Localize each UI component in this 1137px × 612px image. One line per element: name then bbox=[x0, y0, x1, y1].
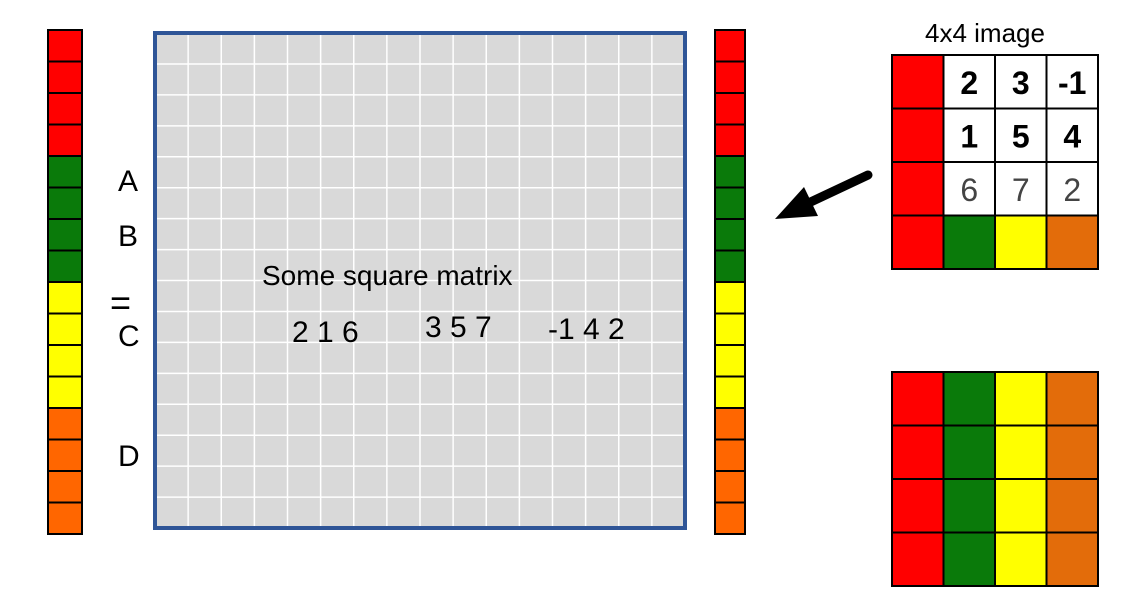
matrix-border bbox=[153, 31, 687, 530]
result-cell bbox=[1045, 478, 1099, 534]
label-equals: = bbox=[110, 282, 131, 323]
matrix-group-3: -1 4 2 bbox=[548, 313, 625, 346]
right-vector-cell-7 bbox=[714, 218, 746, 252]
image-cell bbox=[891, 107, 945, 163]
right-vector-cell-12 bbox=[714, 375, 746, 409]
image-value: 4 bbox=[1063, 118, 1081, 154]
result-color-grid bbox=[891, 371, 1099, 587]
left-vector-cell-9 bbox=[47, 281, 83, 315]
image-cell bbox=[891, 54, 945, 110]
result-cell bbox=[1045, 424, 1099, 480]
result-cell bbox=[1045, 371, 1099, 427]
left-vector-cell-6 bbox=[47, 186, 83, 220]
left-vector-cell-3 bbox=[47, 92, 83, 126]
square-matrix bbox=[153, 31, 687, 530]
right-vector-cell-1 bbox=[714, 29, 746, 63]
right-vector-cell-8 bbox=[714, 249, 746, 283]
left-vector-cell-4 bbox=[47, 123, 83, 157]
right-vector-cell-15 bbox=[714, 470, 746, 504]
result-cell bbox=[942, 371, 996, 427]
left-vector-cell-15 bbox=[47, 470, 83, 504]
result-cell bbox=[994, 478, 1048, 534]
result-cell bbox=[891, 478, 945, 534]
left-vector-cell-8 bbox=[47, 249, 83, 283]
image-value: 6 bbox=[960, 172, 978, 208]
matrix-group-2: 3 5 7 bbox=[425, 311, 492, 344]
image-cell bbox=[891, 161, 945, 217]
image-cell bbox=[994, 214, 1048, 270]
right-vector-cell-13 bbox=[714, 407, 746, 441]
image-cell bbox=[891, 214, 945, 270]
result-cell bbox=[942, 531, 996, 587]
result-cell bbox=[994, 371, 1048, 427]
right-vector-cell-9 bbox=[714, 281, 746, 315]
matrix-grid bbox=[155, 33, 685, 528]
image-cell bbox=[1045, 54, 1099, 110]
result-cell bbox=[891, 424, 945, 480]
matrix-caption: Some square matrix bbox=[262, 260, 513, 291]
image-value: 2 bbox=[1063, 172, 1081, 208]
right-vector-cell-5 bbox=[714, 155, 746, 189]
result-cell bbox=[1045, 531, 1099, 587]
image-cell bbox=[994, 161, 1048, 217]
image-value: 3 bbox=[1012, 65, 1030, 101]
right-vector-cell-11 bbox=[714, 344, 746, 378]
right-vector-cell-4 bbox=[714, 123, 746, 157]
left-vector-cell-5 bbox=[47, 155, 83, 189]
left-vector-cell-13 bbox=[47, 407, 83, 441]
right-color-vector bbox=[714, 29, 746, 535]
label-a: A bbox=[118, 165, 138, 198]
image-cell bbox=[1045, 214, 1099, 270]
label-c: C bbox=[118, 320, 140, 353]
left-vector-cell-14 bbox=[47, 438, 83, 472]
image-value: 1 bbox=[960, 118, 978, 154]
image-cell bbox=[994, 54, 1048, 110]
image-cell bbox=[942, 107, 996, 163]
image-cell bbox=[1045, 161, 1099, 217]
image-value: -1 bbox=[1058, 65, 1086, 101]
left-vector-cell-16 bbox=[47, 501, 83, 535]
matrix-group-1: 2 1 6 bbox=[292, 316, 359, 349]
left-color-vector bbox=[47, 29, 83, 535]
image-value: 5 bbox=[1012, 118, 1030, 154]
right-vector-cell-6 bbox=[714, 186, 746, 220]
result-cell bbox=[891, 531, 945, 587]
right-vector-cell-16 bbox=[714, 501, 746, 535]
left-vector-cell-7 bbox=[47, 218, 83, 252]
image-title: 4x4 image bbox=[925, 18, 1045, 48]
right-vector-cell-10 bbox=[714, 312, 746, 346]
label-d: D bbox=[118, 440, 140, 473]
result-cell bbox=[994, 531, 1048, 587]
result-cell bbox=[942, 424, 996, 480]
left-vector-cell-2 bbox=[47, 60, 83, 94]
right-vector-cell-14 bbox=[714, 438, 746, 472]
image-grid: 2 3 -11 5 46 7 2 bbox=[891, 54, 1099, 270]
right-vector-cell-2 bbox=[714, 60, 746, 94]
result-cell bbox=[994, 424, 1048, 480]
image-value: 7 bbox=[1012, 172, 1030, 208]
result-cell bbox=[942, 478, 996, 534]
right-vector-cell-3 bbox=[714, 92, 746, 126]
image-cell bbox=[942, 214, 996, 270]
left-vector-cell-10 bbox=[47, 312, 83, 346]
arrow-icon bbox=[775, 170, 873, 219]
left-vector-cell-12 bbox=[47, 375, 83, 409]
left-vector-cell-11 bbox=[47, 344, 83, 378]
image-value: 2 bbox=[960, 65, 978, 101]
result-cell bbox=[891, 371, 945, 427]
left-vector-cell-1 bbox=[47, 29, 83, 63]
label-b: B bbox=[118, 220, 138, 253]
